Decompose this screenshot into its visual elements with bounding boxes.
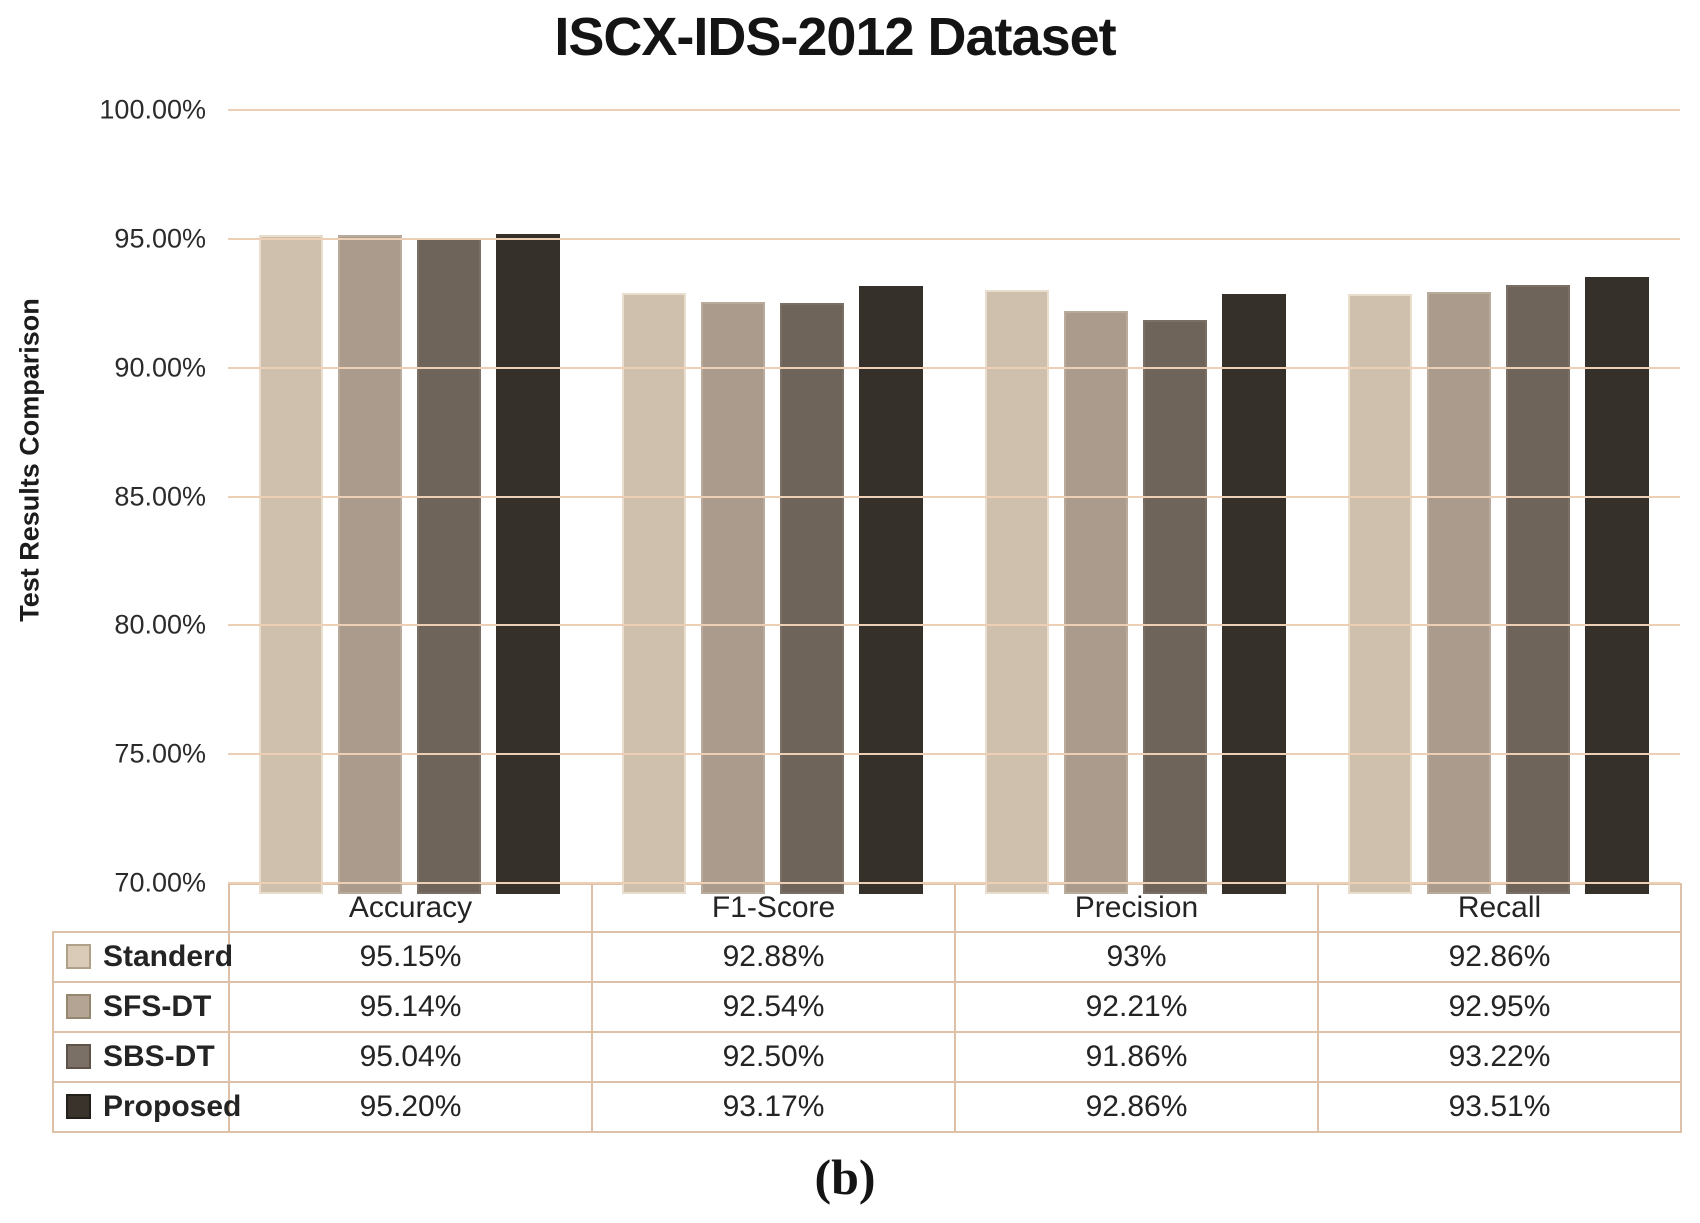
y-tick-label: 75.00% [114, 738, 206, 769]
table-row-standerd: Standerd 95.15% 92.88% 93% 92.86% [52, 931, 1682, 983]
table-row-sfs-dt: SFS-DT 95.14% 92.54% 92.21% 92.95% [52, 981, 1682, 1033]
table-row-sbs-dt: SBS-DT 95.04% 92.50% 91.86% 93.22% [52, 1031, 1682, 1083]
value-standerd-precision: 93% [954, 931, 1319, 983]
series-label-standerd: Standerd [52, 931, 233, 983]
table-row-proposed: Proposed 95.20% 93.17% 92.86% 93.51% [52, 1081, 1682, 1133]
bar-group-precision [954, 110, 1317, 894]
gridline [228, 624, 1680, 627]
value-sfs-dt-precision: 92.21% [954, 981, 1319, 1033]
bar-proposed-recall [1585, 277, 1649, 894]
bar-proposed-precision [1222, 294, 1286, 894]
y-tick-label: 70.00% [114, 867, 206, 898]
legend-swatch-proposed-icon [66, 1094, 91, 1119]
value-standerd-f1-score: 92.88% [591, 931, 956, 983]
results-table: Accuracy F1-Score Precision Recall Standerd… [52, 883, 1682, 1133]
legend-swatch-standerd-icon [66, 944, 91, 969]
chart-title: ISCX-IDS-2012 Dataset [554, 7, 1116, 67]
figure-caption: (b) [814, 1149, 876, 1205]
series-label-proposed: Proposed [52, 1081, 241, 1133]
value-proposed-precision: 92.86% [954, 1081, 1319, 1133]
bar-standerd-accuracy [259, 235, 323, 894]
series-name: SBS-DT [103, 1040, 215, 1073]
gridline [228, 237, 1680, 240]
bar-sfs-dt-accuracy [338, 235, 402, 894]
bar-sbs-dt-recall [1506, 285, 1570, 894]
value-sbs-dt-f1-score: 92.50% [591, 1031, 956, 1083]
bars-layer [228, 110, 1680, 894]
legend-swatch-sbs-dt-icon [66, 1044, 91, 1069]
bar-standerd-recall [1348, 294, 1412, 894]
value-sbs-dt-precision: 91.86% [954, 1031, 1319, 1083]
bar-sbs-dt-accuracy [417, 238, 481, 894]
y-tick-label: 100.00% [99, 94, 206, 125]
gridline [228, 882, 1680, 884]
series-name: Proposed [103, 1090, 242, 1123]
value-standerd-recall: 92.86% [1317, 931, 1682, 983]
series-name: Standerd [103, 940, 234, 973]
y-tick-label: 90.00% [114, 352, 206, 383]
value-proposed-f1-score: 93.17% [591, 1081, 956, 1133]
series-label-sfs-dt: SFS-DT [52, 981, 230, 1033]
value-sfs-dt-recall: 92.95% [1317, 981, 1682, 1033]
legend-swatch-sfs-dt-icon [66, 994, 91, 1019]
plot-area: 100.00% 95.00% 90.00% 85.00% 80.00% 75.00% 70.… [99, 95, 1680, 898]
bar-sbs-dt-precision [1143, 320, 1207, 894]
bar-sbs-dt-f1-score [780, 303, 844, 894]
gridline [228, 753, 1680, 756]
bar-sfs-dt-precision [1064, 311, 1128, 894]
bar-standerd-precision [985, 290, 1049, 894]
y-tick-label: 85.00% [114, 481, 206, 511]
value-proposed-recall: 93.51% [1317, 1081, 1682, 1133]
value-proposed-accuracy: 95.20% [228, 1081, 593, 1133]
bar-standerd-f1-score [622, 293, 686, 894]
value-standerd-accuracy: 95.15% [228, 931, 593, 983]
series-name: SFS-DT [103, 990, 212, 1023]
value-sfs-dt-accuracy: 95.14% [228, 981, 593, 1033]
gridline [228, 495, 1680, 498]
series-label-sbs-dt: SBS-DT [52, 1031, 230, 1083]
bar-sfs-dt-f1-score [701, 302, 765, 894]
value-sbs-dt-accuracy: 95.04% [228, 1031, 593, 1083]
bar-proposed-accuracy [496, 234, 560, 894]
value-sbs-dt-recall: 93.22% [1317, 1031, 1682, 1083]
y-tick-label: 95.00% [114, 223, 206, 254]
bar-sfs-dt-recall [1427, 292, 1491, 894]
value-sfs-dt-f1-score: 92.54% [591, 981, 956, 1033]
y-axis-title: Test Results Comparison [14, 298, 45, 622]
bar-group-f1-score [591, 110, 954, 894]
gridline [228, 109, 1680, 111]
bar-group-recall [1317, 110, 1680, 894]
bar-proposed-f1-score [859, 286, 923, 894]
bar-group-accuracy [228, 110, 591, 894]
y-tick-label: 80.00% [114, 609, 206, 640]
gridline [228, 366, 1680, 369]
